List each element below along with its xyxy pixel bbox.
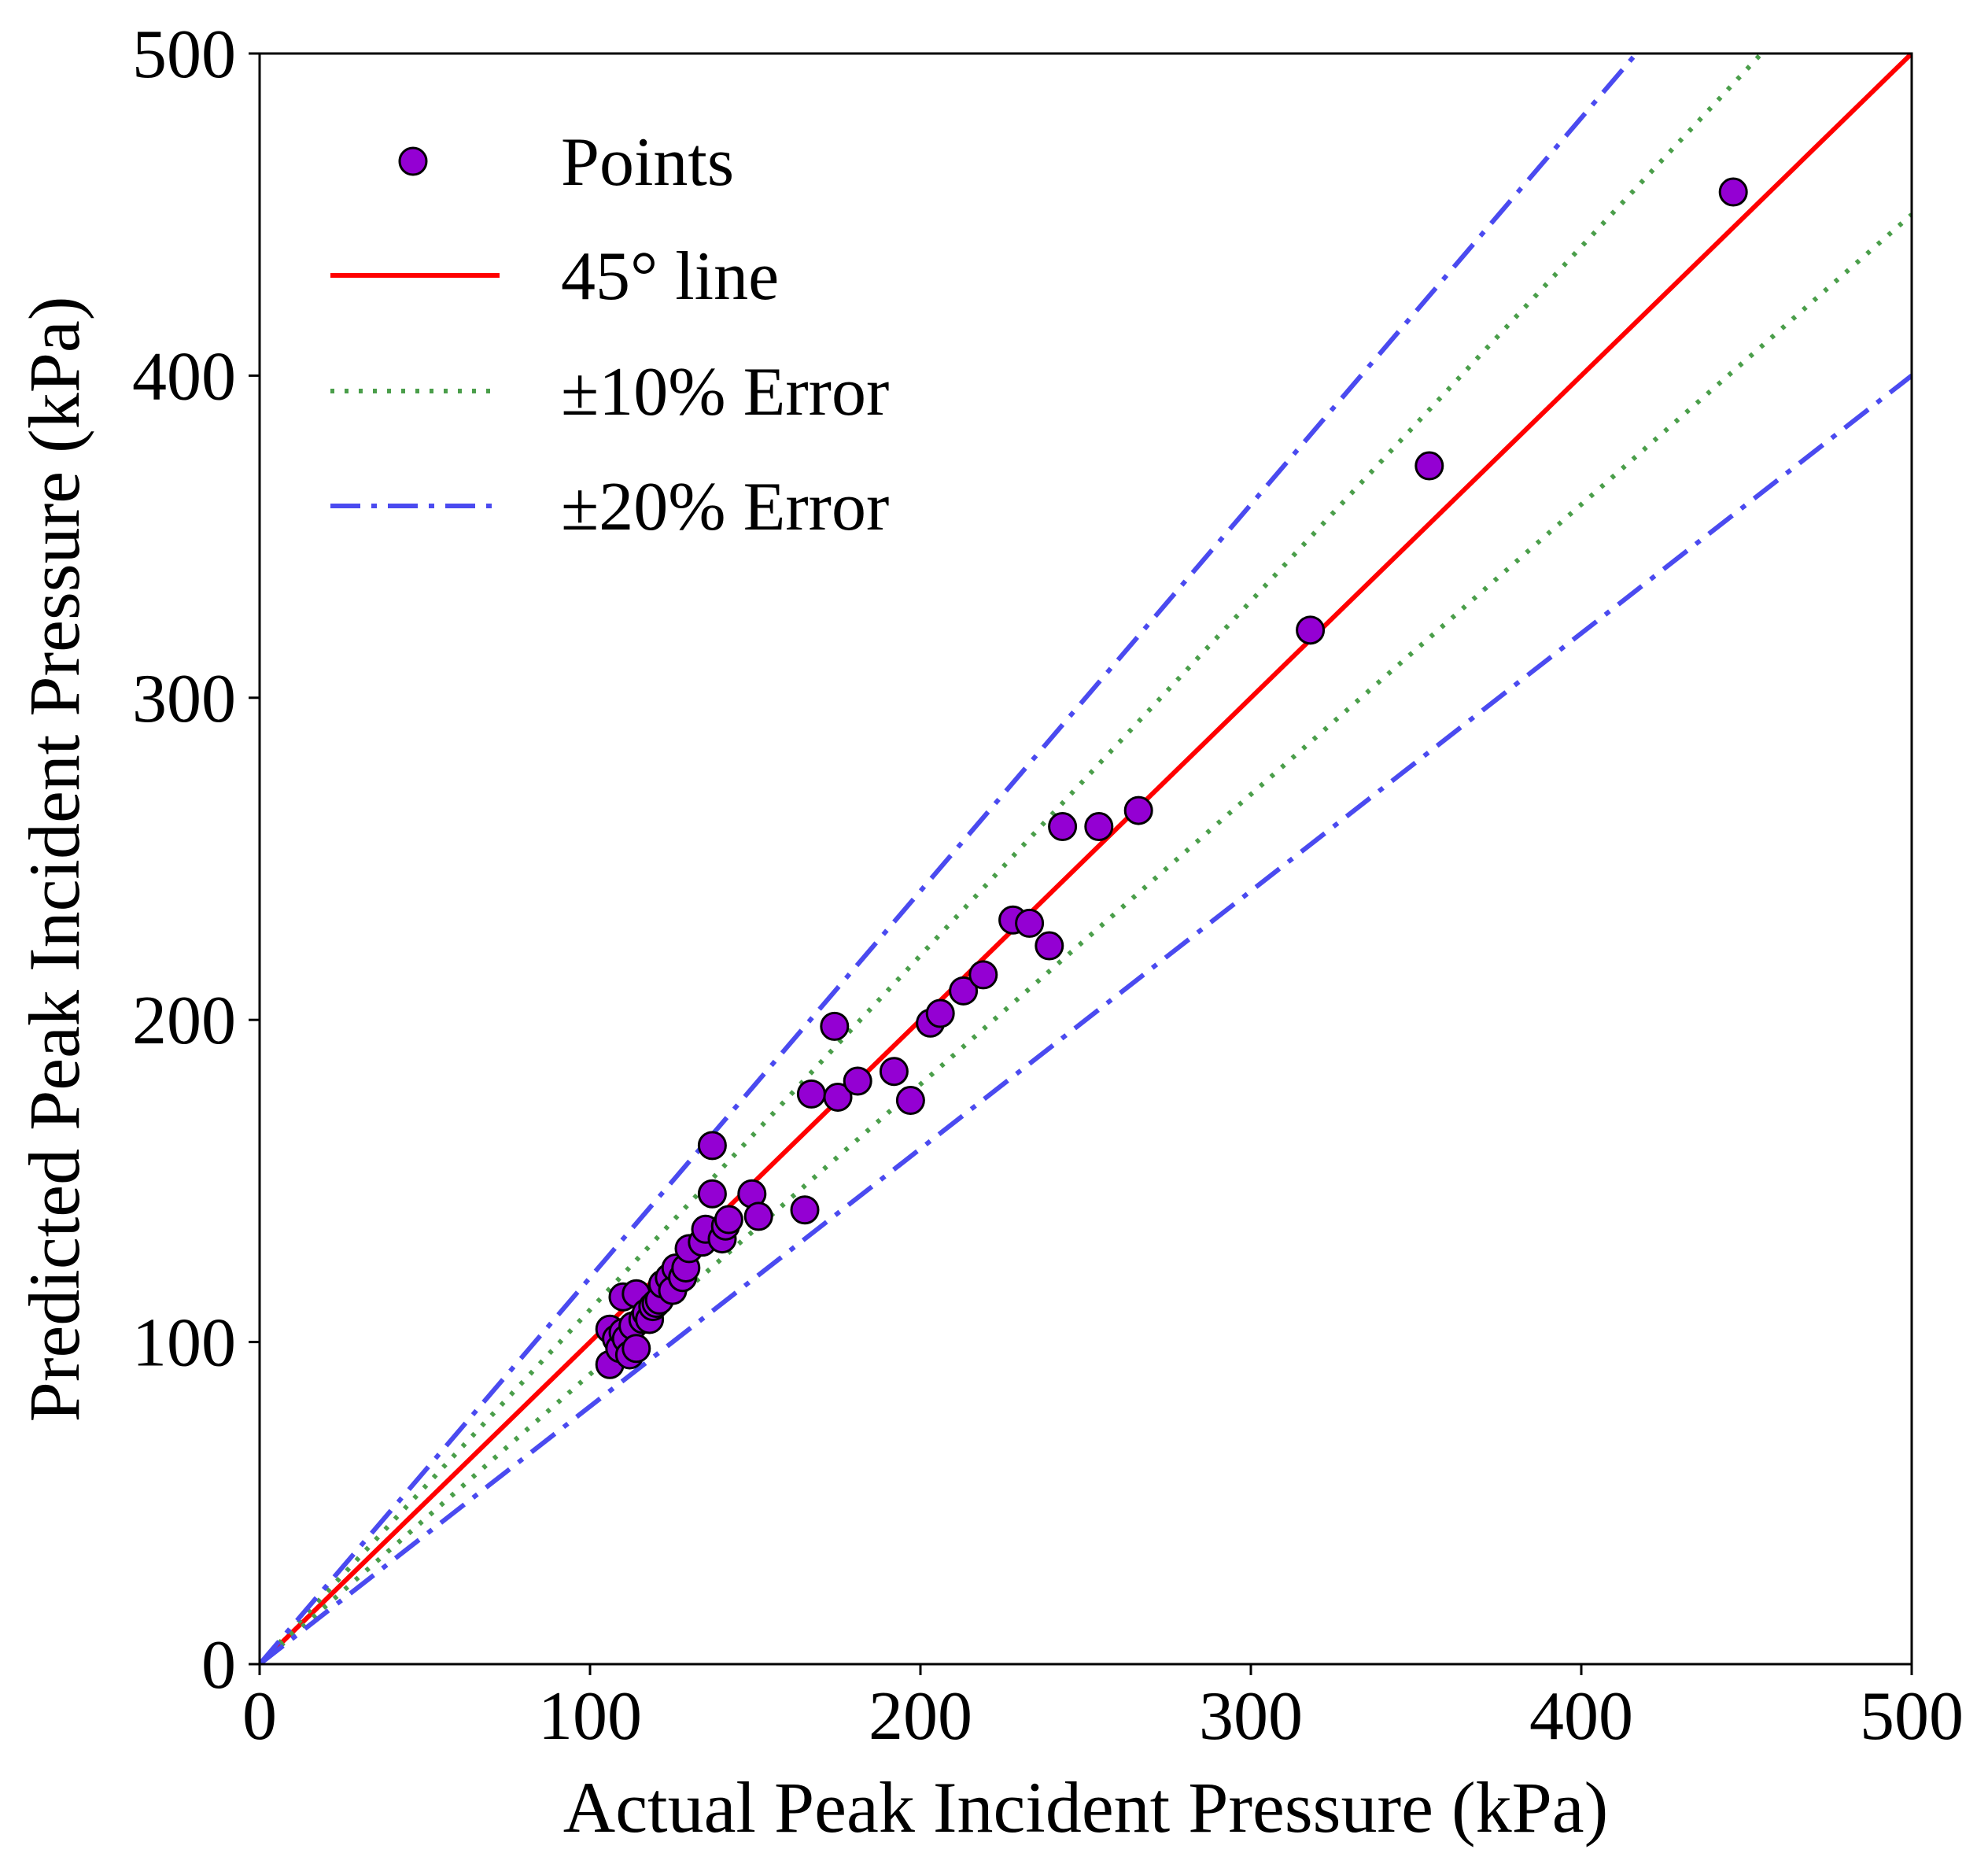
data-point-27 xyxy=(697,1131,727,1161)
x-tick-label: 0 xyxy=(242,1678,277,1755)
y-tick-label: 500 xyxy=(132,17,236,93)
legend-marker-points xyxy=(398,146,428,176)
data-point-34 xyxy=(796,1079,826,1109)
x-axis-ticks: 0 100 200 300 400 500 xyxy=(242,1664,1964,1755)
data-point-47 xyxy=(1048,812,1078,842)
data-point-32 xyxy=(743,1201,773,1231)
x-tick-label: 400 xyxy=(1529,1678,1633,1755)
data-point-41 xyxy=(925,998,955,1028)
data-point-30 xyxy=(714,1205,743,1235)
x-tick-label: 500 xyxy=(1860,1678,1964,1755)
plot-frame xyxy=(258,52,1913,1666)
line-err20-4 xyxy=(260,374,1912,1664)
data-points xyxy=(595,177,1748,1379)
reference-lines xyxy=(260,54,1912,1664)
line-err20-3 xyxy=(260,54,1639,1664)
data-point-48 xyxy=(1084,812,1114,842)
data-point-50 xyxy=(1296,615,1326,645)
data-point-43 xyxy=(968,960,998,990)
x-axis-label: Actual Peak Incident Pressure (kPa) xyxy=(563,1767,1608,1847)
data-point-51 xyxy=(1414,451,1444,481)
legend: Points 45° line ±10% Error ±20% Error xyxy=(330,124,889,545)
legend-label-err20: ±20% Error xyxy=(561,469,889,545)
data-point-46 xyxy=(1035,931,1064,961)
y-axis-label: Predicted Peak Incident Pressure (kPa) xyxy=(14,297,94,1423)
y-tick-label: 300 xyxy=(132,661,236,737)
data-point-33 xyxy=(790,1195,820,1225)
y-axis-ticks: 0 100 200 300 400 500 xyxy=(132,17,260,1703)
x-tick-label: 200 xyxy=(869,1678,972,1755)
legend-label-err10: ±10% Error xyxy=(561,354,889,430)
data-point-39 xyxy=(895,1086,925,1116)
legend-label-ideal: 45° line xyxy=(561,238,779,315)
data-point-37 xyxy=(843,1066,872,1096)
y-tick-label: 100 xyxy=(132,1305,236,1382)
data-point-38 xyxy=(879,1057,909,1087)
legend-label-points: Points xyxy=(561,124,734,201)
line-err10-2 xyxy=(260,212,1912,1664)
data-point-49 xyxy=(1123,795,1153,825)
x-tick-label: 100 xyxy=(538,1678,642,1755)
data-point-26 xyxy=(697,1179,727,1209)
data-point-36 xyxy=(823,1082,853,1112)
y-tick-label: 200 xyxy=(132,983,236,1059)
data-point-45 xyxy=(1015,908,1045,938)
y-tick-label: 400 xyxy=(132,338,236,415)
y-tick-label: 0 xyxy=(201,1627,236,1703)
line-ideal-0 xyxy=(260,54,1912,1664)
x-tick-label: 300 xyxy=(1199,1678,1303,1755)
data-point-9 xyxy=(621,1334,651,1364)
data-point-42 xyxy=(949,976,979,1006)
data-point-35 xyxy=(820,1011,850,1041)
data-point-52 xyxy=(1718,177,1748,207)
